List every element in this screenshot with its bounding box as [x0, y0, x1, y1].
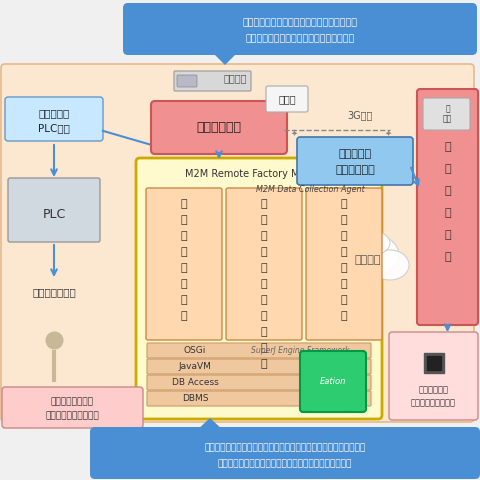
Text: データ: データ	[278, 94, 296, 104]
FancyBboxPatch shape	[300, 351, 366, 412]
Text: タ: タ	[445, 120, 450, 129]
FancyBboxPatch shape	[147, 391, 371, 406]
Text: 携: 携	[341, 279, 348, 289]
Text: 現場でも管理センターでも，センサーの状態をリアルタイムに把握: 現場でも管理センターでも，センサーの状態をリアルタイムに把握	[204, 444, 366, 453]
Text: ウ: ウ	[341, 231, 348, 241]
FancyBboxPatch shape	[297, 137, 413, 185]
Text: デ: デ	[261, 231, 267, 241]
Text: ス: ス	[180, 247, 187, 257]
FancyBboxPatch shape	[146, 188, 222, 340]
Text: デ: デ	[180, 199, 187, 209]
Text: 信: 信	[180, 279, 187, 289]
Text: ラ: ラ	[341, 215, 348, 225]
Polygon shape	[158, 152, 280, 310]
Text: 遠隔設定・アラーム: 遠隔設定・アラーム	[411, 398, 456, 408]
Ellipse shape	[371, 250, 409, 280]
Text: 視: 視	[444, 164, 451, 174]
Text: タ: タ	[261, 263, 267, 273]
FancyBboxPatch shape	[174, 71, 251, 91]
Text: 能: 能	[341, 311, 348, 321]
Text: デー: デー	[443, 109, 453, 119]
FancyBboxPatch shape	[151, 101, 287, 154]
Text: 通: 通	[180, 263, 187, 273]
Text: シ: シ	[444, 186, 451, 196]
Ellipse shape	[328, 247, 364, 279]
Text: データ送信: データ送信	[338, 149, 372, 159]
Text: ス: ス	[444, 208, 451, 218]
FancyBboxPatch shape	[417, 89, 478, 325]
FancyBboxPatch shape	[136, 158, 382, 419]
Text: 現場施設: 現場施設	[223, 73, 247, 83]
Text: 3G回線: 3G回線	[348, 110, 372, 120]
FancyBboxPatch shape	[423, 98, 470, 130]
FancyBboxPatch shape	[177, 75, 197, 87]
Text: M2M Data Collection Agent: M2M Data Collection Agent	[256, 185, 364, 194]
FancyBboxPatch shape	[266, 86, 308, 112]
Text: 化: 化	[261, 327, 267, 337]
Ellipse shape	[337, 233, 399, 277]
Text: 易データ見える化機能: 易データ見える化機能	[45, 411, 99, 420]
Ellipse shape	[346, 230, 390, 256]
Text: る: る	[261, 311, 267, 321]
Text: データ見える化: データ見える化	[32, 287, 76, 297]
Text: 機: 機	[341, 295, 348, 305]
FancyBboxPatch shape	[226, 188, 302, 340]
Text: DB Access: DB Access	[172, 378, 218, 387]
FancyBboxPatch shape	[2, 387, 143, 428]
Text: PLC: PLC	[42, 208, 66, 221]
Text: データ収集: データ収集	[38, 108, 70, 118]
Text: SuperJ Engine Framework: SuperJ Engine Framework	[251, 346, 349, 355]
Text: ム: ム	[444, 252, 451, 262]
FancyBboxPatch shape	[1, 64, 474, 422]
Text: 能: 能	[180, 311, 187, 321]
FancyBboxPatch shape	[147, 343, 371, 358]
FancyBboxPatch shape	[123, 3, 477, 55]
Text: 監: 監	[444, 142, 451, 152]
Text: Eation: Eation	[320, 377, 346, 386]
Text: 施設稼動状況: 施設稼動状況	[419, 385, 448, 395]
Text: ✦: ✦	[290, 129, 298, 137]
Polygon shape	[210, 50, 240, 65]
Text: ゲートウェイ: ゲートウェイ	[196, 121, 241, 134]
Polygon shape	[195, 418, 225, 432]
Text: M2M Remote Factory Manager: M2M Remote Factory Manager	[185, 169, 334, 179]
FancyBboxPatch shape	[147, 375, 371, 390]
Text: コマンド受信: コマンド受信	[335, 165, 375, 175]
FancyBboxPatch shape	[147, 359, 371, 374]
Text: 機: 機	[261, 343, 267, 353]
Text: 能: 能	[261, 359, 267, 369]
Text: PLC設定: PLC設定	[38, 123, 70, 133]
Text: 簡: 簡	[261, 199, 267, 209]
FancyBboxPatch shape	[389, 332, 478, 420]
Text: 機: 機	[180, 295, 187, 305]
FancyBboxPatch shape	[5, 97, 103, 141]
Text: 現場施設管理者用: 現場施設管理者用	[50, 397, 94, 407]
Text: ー: ー	[261, 247, 267, 257]
Text: ビッグ: ビッグ	[440, 99, 455, 108]
Text: センサーの情報をローカルとクラウドに保存: センサーの情報をローカルとクラウドに保存	[242, 19, 358, 27]
Text: JavaVM: JavaVM	[179, 362, 211, 371]
FancyBboxPatch shape	[90, 427, 480, 479]
Text: テ: テ	[444, 230, 451, 240]
FancyBboxPatch shape	[8, 178, 100, 242]
Text: え: え	[261, 295, 267, 305]
Text: デ
ータ: デ ータ	[443, 104, 452, 124]
Text: またリモートでセンサーの設定を行うことができます。: またリモートでセンサーの設定を行うことができます。	[218, 459, 352, 468]
Text: 易: 易	[261, 215, 267, 225]
Text: クラウド: クラウド	[355, 255, 381, 265]
FancyBboxPatch shape	[306, 188, 382, 340]
Text: ク: ク	[341, 199, 348, 209]
Text: ✦: ✦	[384, 129, 392, 137]
Text: 見: 見	[261, 279, 267, 289]
Text: ド: ド	[341, 247, 348, 257]
Text: 連: 連	[341, 263, 348, 273]
Text: DBMS: DBMS	[182, 394, 208, 403]
Text: バ: バ	[180, 215, 187, 225]
Text: 現場での施設管理と統合管理の両立を実現: 現場での施設管理と統合管理の両立を実現	[245, 35, 355, 44]
Text: イ: イ	[180, 231, 187, 241]
Text: OSGi: OSGi	[184, 346, 206, 355]
